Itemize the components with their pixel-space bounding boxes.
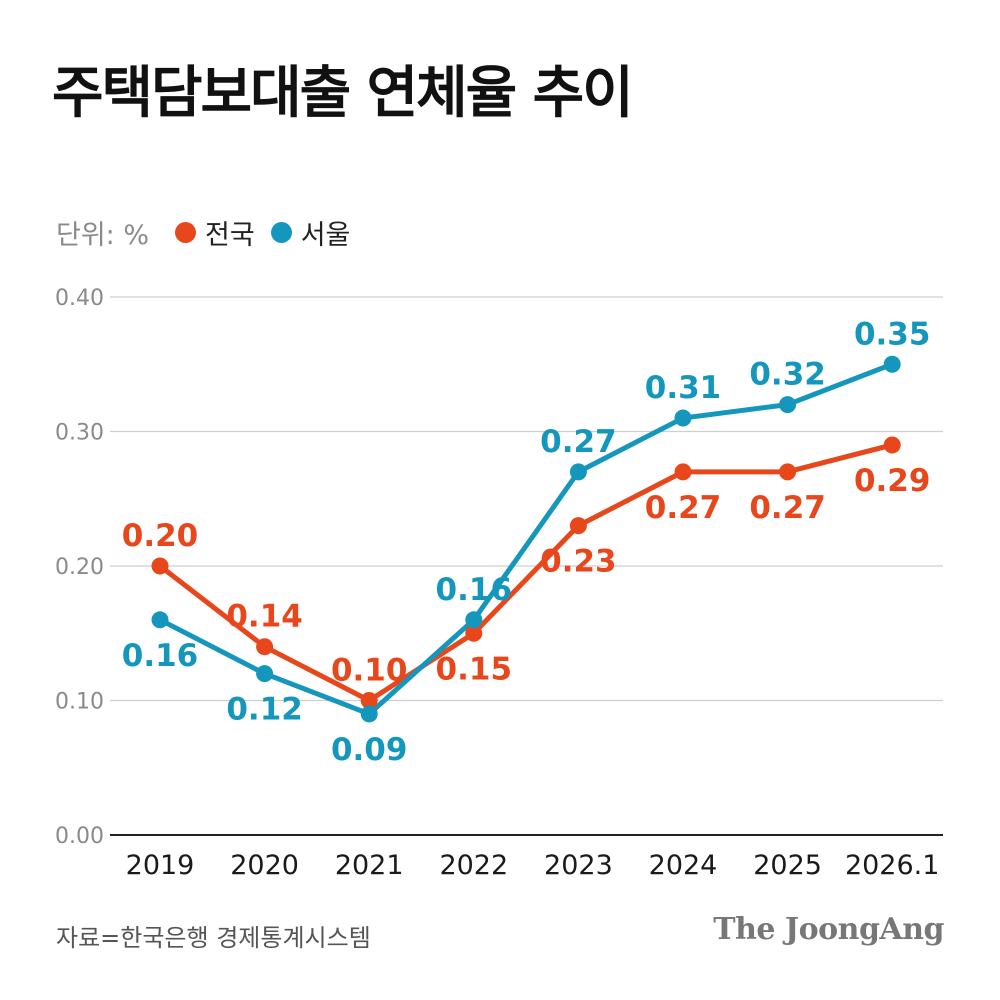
legend-item-national: 전국	[175, 213, 255, 252]
data-point-seoul	[465, 611, 483, 629]
data-label-seoul: 0.09	[331, 732, 408, 768]
data-point-seoul	[674, 409, 692, 427]
data-label-seoul: 0.35	[854, 316, 931, 352]
series-line-national	[157, 442, 895, 703]
x-tick-label: 2019	[126, 850, 195, 881]
chart-title: 주택담보대출 연체율 추이	[52, 61, 634, 126]
data-point-national	[151, 557, 169, 575]
data-label-national: 0.27	[749, 490, 826, 526]
data-point-national	[465, 624, 483, 642]
legend-circle-icon	[175, 221, 197, 243]
y-tick-label: 0.20	[55, 555, 104, 580]
x-tick-label: 2024	[649, 850, 718, 881]
data-point-seoul	[569, 463, 587, 481]
data-point-national	[779, 463, 797, 481]
data-label-seoul: 0.16	[122, 638, 199, 674]
data-label-national: 0.14	[226, 599, 303, 635]
data-point-national	[360, 692, 378, 709]
y-tick-label: 0.40	[55, 286, 104, 311]
data-label-seoul: 0.32	[749, 357, 826, 393]
data-label-national: 0.10	[331, 653, 408, 689]
source-note: 자료=한국은행 경제통계시스템	[56, 924, 371, 952]
data-point-national	[674, 463, 692, 481]
data-point-seoul	[256, 665, 274, 683]
data-label-seoul: 0.31	[645, 370, 722, 406]
x-tick-label: 2020	[230, 850, 299, 881]
legend-label-seoul: 서울	[300, 219, 351, 251]
data-label-national: 0.15	[436, 651, 513, 687]
data-label-national: 0.29	[854, 463, 931, 499]
data-point-seoul	[779, 396, 797, 414]
data-point-national	[883, 436, 901, 454]
data-label-seoul: 0.27	[540, 424, 617, 460]
x-tick-label: 2026.1	[845, 850, 939, 881]
data-label-national: 0.20	[122, 518, 199, 554]
data-label-seoul: 0.12	[226, 692, 303, 728]
x-tick-label: 2021	[335, 850, 404, 881]
legend-circle-icon	[270, 221, 292, 243]
y-tick-label: 0.00	[55, 824, 104, 849]
x-tick-label: 2025	[753, 850, 822, 881]
publisher-logo: The JoongAng	[713, 912, 944, 947]
unit-label: 단위: %	[56, 219, 150, 251]
data-point-seoul	[151, 611, 169, 629]
data-point-national	[569, 517, 587, 535]
data-point-seoul	[360, 705, 378, 723]
data-label-seoul: 0.16	[436, 572, 513, 608]
data-label-national: 0.23	[540, 544, 617, 580]
data-point-national	[256, 638, 274, 656]
data-point-seoul	[883, 355, 901, 373]
series-line-seoul	[157, 361, 895, 717]
x-tick-label: 2023	[544, 850, 613, 881]
x-tick-label: 2022	[439, 850, 508, 881]
legend-item-seoul: 서울	[270, 213, 351, 252]
legend-label-national: 전국	[205, 219, 255, 251]
legend: 단위: % 전국 서울	[56, 212, 366, 252]
y-tick-label: 0.30	[55, 421, 104, 446]
data-label-national: 0.27	[645, 490, 722, 526]
y-tick-label: 0.10	[55, 690, 104, 715]
